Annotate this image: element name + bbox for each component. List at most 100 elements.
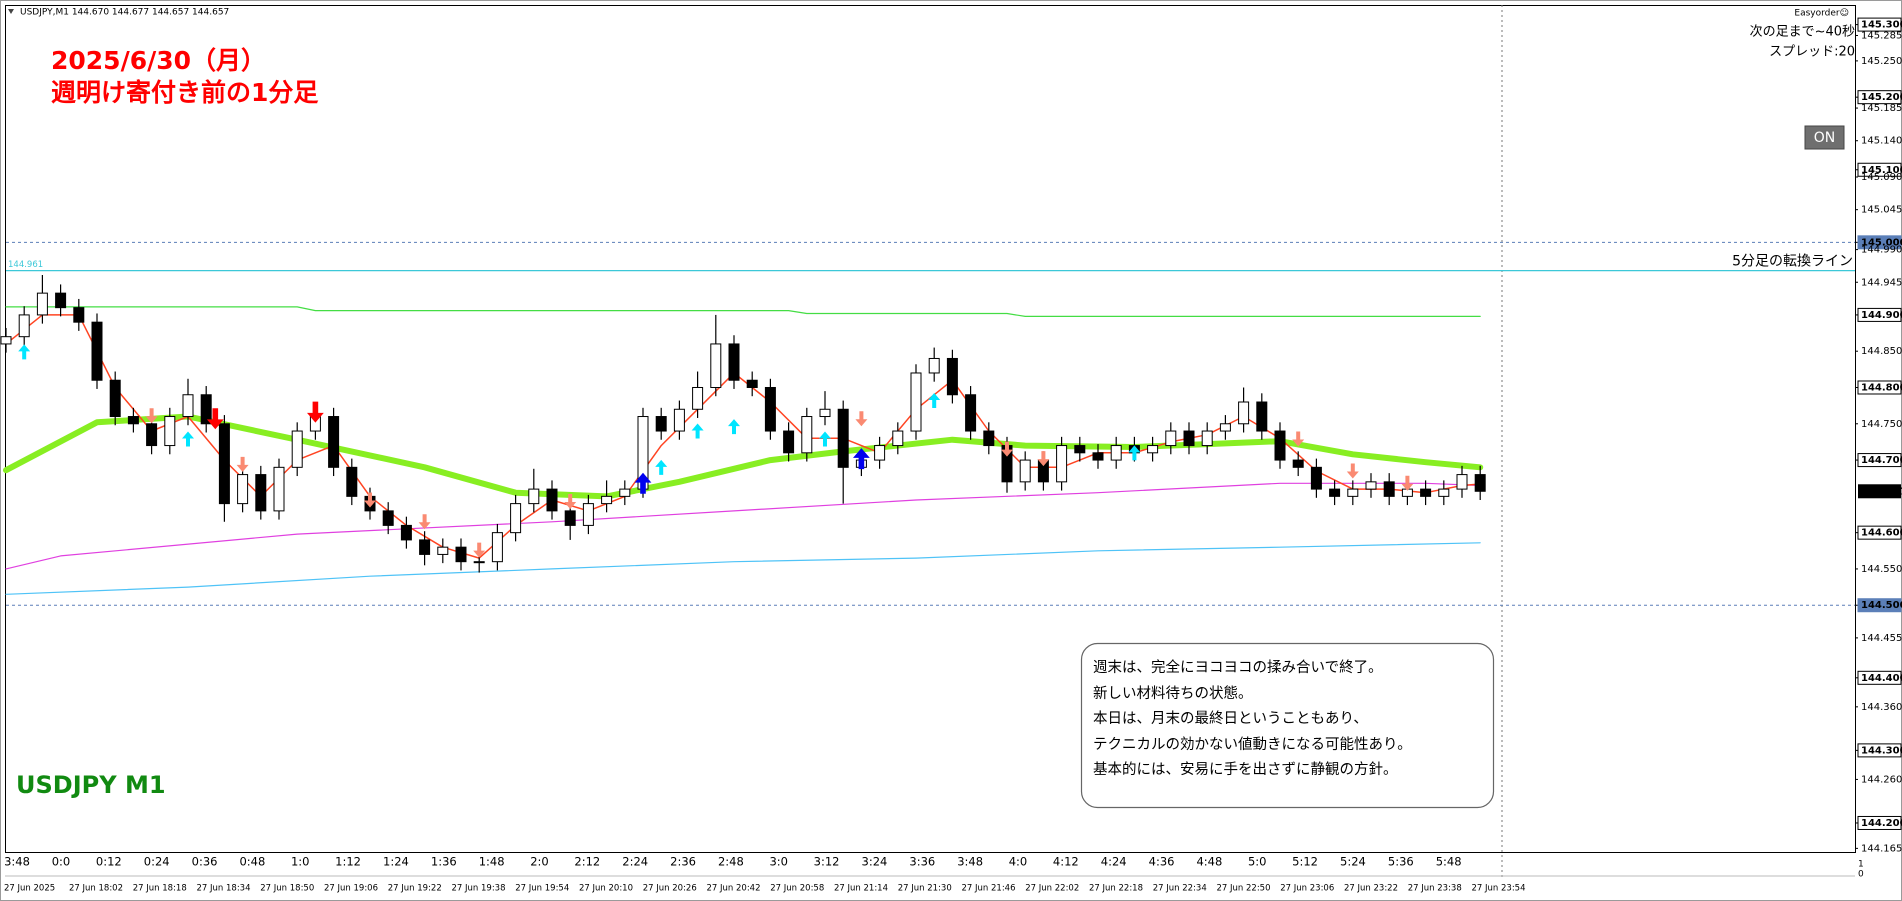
candle-body	[1165, 430, 1177, 447]
x-tick-label: 2:36	[670, 855, 696, 869]
signal-arrow	[307, 401, 324, 423]
date-label: 27 Jun 19:54	[515, 884, 569, 894]
signal-arrow	[655, 459, 668, 475]
x-tick-label: 0:36	[192, 855, 218, 869]
y-tick-label: 144.300	[1861, 745, 1902, 756]
y-tick-box	[1857, 525, 1902, 540]
y-tick-label: 144.990	[1861, 245, 1902, 256]
y-tick-label: 145.100	[1861, 165, 1902, 176]
y-tick-label: 144.750	[1861, 419, 1902, 430]
x-tick-label: 4:24	[1101, 855, 1127, 869]
signal-arrow	[728, 419, 740, 435]
x-tick-label: 4:0	[1009, 855, 1028, 869]
y-tick-label: 145.200	[1861, 92, 1902, 103]
candle-body	[382, 510, 394, 526]
candle-body	[837, 408, 849, 468]
spread: スプレッド:20	[1769, 45, 1855, 60]
candle-body	[109, 379, 121, 418]
date-label: 27 Jun 20:10	[579, 884, 633, 894]
candle-body	[564, 510, 576, 526]
date-label: 27 Jun 20:58	[770, 884, 824, 894]
signal-arrow	[182, 431, 194, 447]
date-label: 27 Jun 20:26	[643, 884, 697, 894]
candle-body	[346, 466, 358, 497]
y-tick-box	[1857, 815, 1902, 830]
date-label: 27 Jun 19:22	[388, 884, 442, 894]
x-tick-label: 2:24	[622, 855, 648, 869]
signal-arrow	[1037, 451, 1050, 467]
candle-body	[491, 532, 503, 563]
candle-body	[1219, 423, 1231, 432]
candle-body	[528, 488, 540, 505]
y-tick-label: 144.360	[1861, 702, 1902, 713]
x-tick-label: 1:0	[291, 855, 310, 869]
x-tick-label: 4:12	[1053, 855, 1079, 869]
candle-body	[1365, 481, 1377, 490]
candle-body	[710, 343, 722, 388]
candle-body	[1456, 474, 1468, 490]
candle-body	[673, 408, 685, 432]
candle-body	[1329, 488, 1341, 497]
y-tick-label: 145.285	[1861, 30, 1902, 41]
x-tick-label: 3:48	[957, 855, 983, 869]
candle-body	[1183, 430, 1195, 447]
signal-arrow	[236, 456, 249, 472]
x-tick-label: 4:36	[1149, 855, 1175, 869]
signal-arrow	[1001, 441, 1013, 457]
y-tick-label: 144.455	[1861, 633, 1902, 644]
candle-body	[746, 379, 758, 388]
x-tick-label: 1:12	[335, 855, 361, 869]
candle-body	[1292, 459, 1304, 468]
date-label: 27 Jun 21:46	[962, 884, 1016, 894]
candle-body	[328, 416, 340, 468]
candle-body	[1238, 401, 1250, 425]
signal-arrow	[1292, 431, 1305, 447]
candle-body	[910, 372, 922, 432]
x-tick-label: 5:24	[1340, 855, 1366, 869]
signal-arrow	[853, 448, 870, 470]
y-tick-label: 144.165	[1861, 843, 1902, 854]
x-tick-label: 2:0	[530, 855, 549, 869]
candle-body	[510, 503, 522, 534]
y-tick-label: 144.850	[1861, 346, 1902, 357]
y-tick-label: 145.300	[1861, 20, 1902, 31]
candle-body	[55, 292, 67, 309]
on-button-label[interactable]: ON	[1814, 130, 1836, 146]
candle-body	[273, 466, 285, 512]
date-label: 27 Jun 22:18	[1089, 884, 1143, 894]
x-tick-label: 4:48	[1196, 855, 1222, 869]
candle-body	[546, 488, 558, 512]
on-button[interactable]	[1804, 125, 1845, 150]
note-line: 本日は、月末の最終日ということもあり、	[1093, 710, 1368, 727]
signal-arrow	[1346, 463, 1359, 479]
x-tick-label: 1:36	[431, 855, 457, 869]
candle-body	[892, 430, 904, 447]
x-tick-label: 1:48	[479, 855, 505, 869]
candle-body	[1438, 488, 1450, 497]
date-label: 27 Jun 2025	[4, 884, 55, 894]
candle-body	[965, 394, 977, 432]
candle-body	[582, 503, 594, 526]
signal-arrow	[18, 344, 31, 360]
y-tick-label: 144.200	[1861, 818, 1902, 829]
switch-line-text: 5分足の転換ライン	[1732, 254, 1853, 270]
y-tick-box	[1857, 743, 1902, 758]
x-tick-label: 3:48	[4, 855, 30, 869]
signal-arrow	[564, 493, 577, 509]
candle-body	[1019, 459, 1031, 483]
candle-body	[237, 474, 249, 505]
countdown: 次の足まで~40秒	[1750, 24, 1855, 40]
candle-body	[874, 445, 886, 461]
status-icon	[8, 9, 14, 14]
candle-body	[692, 386, 704, 410]
y-tick-box	[1857, 90, 1902, 105]
x-tick-label: 3:0	[769, 855, 788, 869]
date-label: 27 Jun 18:50	[260, 884, 314, 894]
y-tick-label: 144.550	[1861, 564, 1902, 575]
candle-body	[437, 546, 449, 555]
candle-body	[473, 561, 485, 564]
candle-body	[455, 546, 467, 563]
candle-body	[1347, 488, 1359, 497]
